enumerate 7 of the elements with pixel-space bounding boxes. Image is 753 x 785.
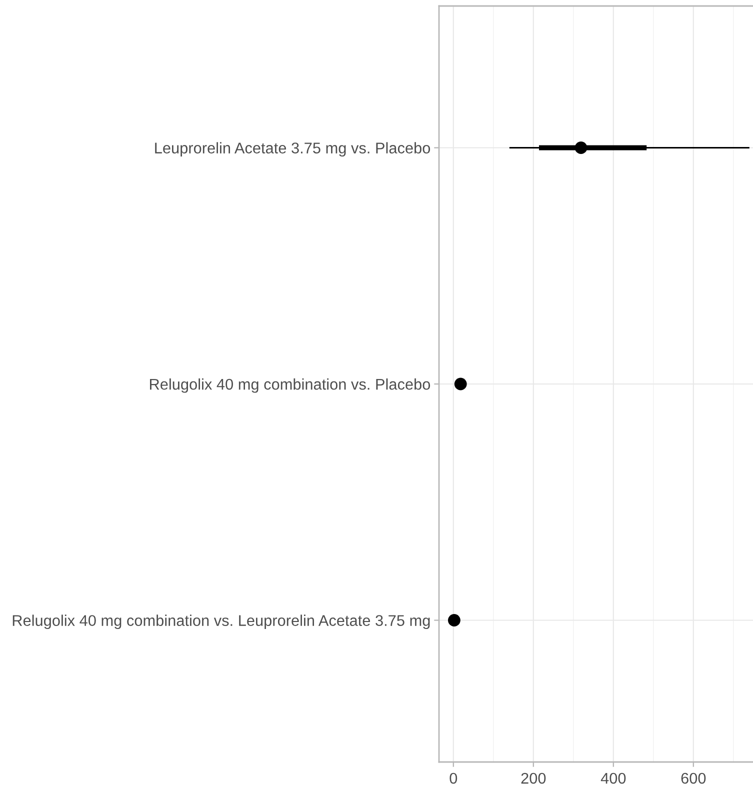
y-tick-label: Relugolix 40 mg combination vs. Leuprorelin Acetate 3.75 mg <box>12 614 430 630</box>
x-tick-label: 200 <box>521 772 546 784</box>
x-tick-label: 400 <box>600 772 626 784</box>
y-tick-label: Leuprorelin Acetate 3.75 mg vs. Placebo <box>155 142 430 157</box>
x-tick-label: 0 <box>450 772 458 784</box>
x-tick-label: 600 <box>681 772 706 784</box>
y-tick-label: Relugolix 40 mg combination vs. Placebo <box>150 378 430 393</box>
